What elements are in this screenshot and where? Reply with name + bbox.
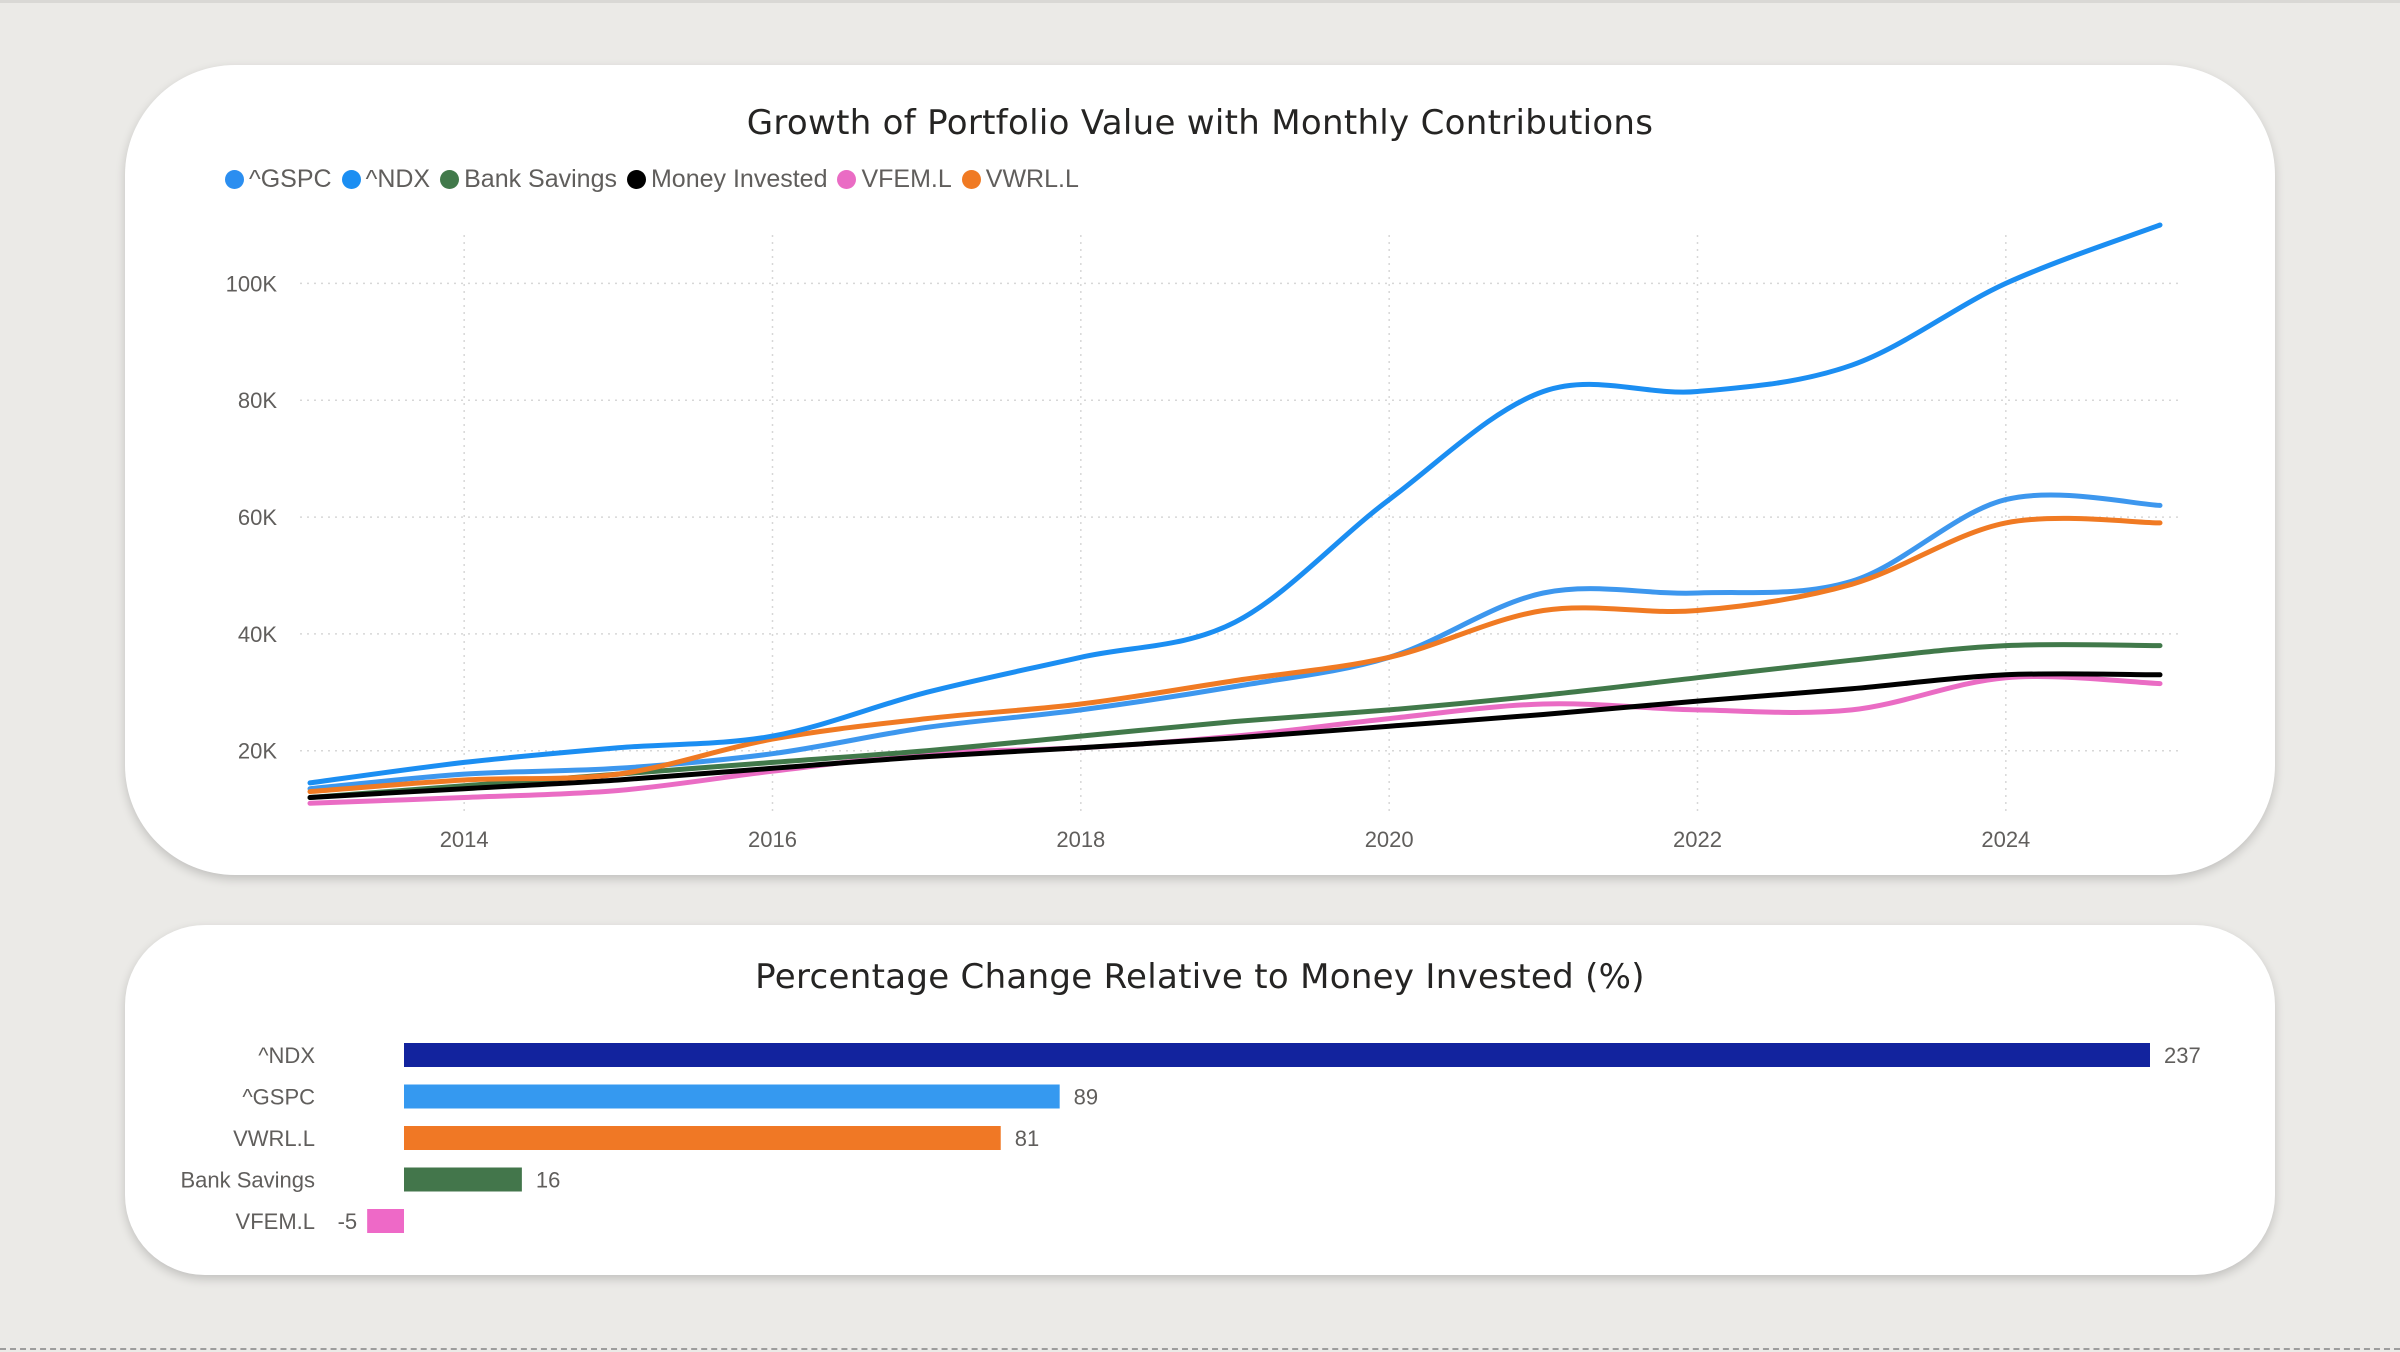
x-tick-label: 2016 [748, 827, 797, 852]
legend-marker-icon [440, 170, 460, 189]
bar-category-label: ^GSPC [242, 1085, 315, 1110]
legend-marker-icon [341, 170, 361, 189]
legend-marker-icon [225, 170, 244, 189]
bar-chart-title: Percentage Change Relative to Money Inve… [755, 957, 1645, 997]
line-chart-legend[interactable]: ^GSPC ^NDX Bank Savings Money Invested V… [225, 165, 1089, 194]
line-chart-card: Growth of Portfolio Value with Monthly C… [125, 65, 2275, 875]
x-tick-label: 2024 [1981, 827, 2030, 852]
legend-marker-icon [626, 170, 646, 189]
line-chart-title: Growth of Portfolio Value with Monthly C… [746, 103, 1654, 143]
bar[interactable] [404, 1126, 1001, 1150]
legend-item-vfem[interactable]: VFEM.L [837, 165, 952, 194]
legend-item-money-invested[interactable]: Money Invested [626, 165, 828, 194]
bar-category-label: Bank Savings [180, 1168, 315, 1193]
bar[interactable] [404, 1043, 2150, 1067]
page-bottom-divider [0, 1348, 2400, 1350]
x-tick-label: 2022 [1673, 827, 1722, 852]
bar-category-label: VFEM.L [236, 1209, 315, 1234]
bar-category-label: ^NDX [258, 1043, 315, 1068]
series-line-money-invested[interactable] [307, 671, 2163, 800]
series-line-gspc[interactable] [307, 492, 2163, 792]
series-line-vwrl-l[interactable] [307, 515, 2163, 795]
legend-label: ^NDX [365, 165, 431, 193]
bar-value-label: -5 [338, 1209, 358, 1234]
legend-label: VFEM.L [861, 165, 952, 193]
legend-item-vwrl[interactable]: VWRL.L [961, 165, 1079, 194]
legend-item-gspc[interactable]: ^GSPC [225, 165, 332, 194]
legend-item-ndx[interactable]: ^NDX [341, 165, 431, 194]
legend-marker-icon [837, 170, 857, 189]
bar[interactable] [367, 1209, 404, 1233]
y-tick-label: 40K [238, 622, 277, 647]
x-tick-label: 2018 [1056, 827, 1105, 852]
legend-label: VWRL.L [985, 165, 1079, 193]
legend-label: ^GSPC [249, 165, 332, 193]
legend-marker-icon [961, 170, 981, 189]
y-tick-label: 60K [238, 505, 277, 530]
legend-item-bank-savings[interactable]: Bank Savings [440, 165, 617, 194]
bar-value-label: 89 [1074, 1085, 1098, 1110]
y-tick-label: 100K [226, 271, 278, 296]
bar[interactable] [404, 1167, 522, 1192]
bar-category-label: VWRL.L [233, 1126, 315, 1151]
bar-value-label: 16 [536, 1168, 560, 1193]
legend-label: Bank Savings [464, 165, 617, 193]
bar[interactable] [404, 1084, 1060, 1109]
bar-value-label: 81 [1015, 1126, 1039, 1151]
bar-chart-card: Percentage Change Relative to Money Inve… [125, 925, 2275, 1275]
top-rule [0, 0, 2400, 3]
y-tick-label: 80K [238, 388, 277, 413]
series-line-ndx[interactable] [307, 222, 2163, 786]
y-tick-label: 20K [238, 739, 277, 764]
bar-chart-plot[interactable]: ^NDX 237 ^GSPC 89 VWRL.L 81 Bank Savings 16 VFEM… [125, 925, 2275, 1275]
legend-label: Money Invested [650, 165, 828, 193]
line-chart-plot[interactable]: 2014 2016 2018 2020 2022 2024 20K 40K 60K 80K 100K [125, 65, 2275, 875]
x-tick-label: 2020 [1365, 827, 1414, 852]
x-tick-label: 2014 [440, 827, 489, 852]
bar-value-label: 237 [2164, 1043, 2201, 1068]
